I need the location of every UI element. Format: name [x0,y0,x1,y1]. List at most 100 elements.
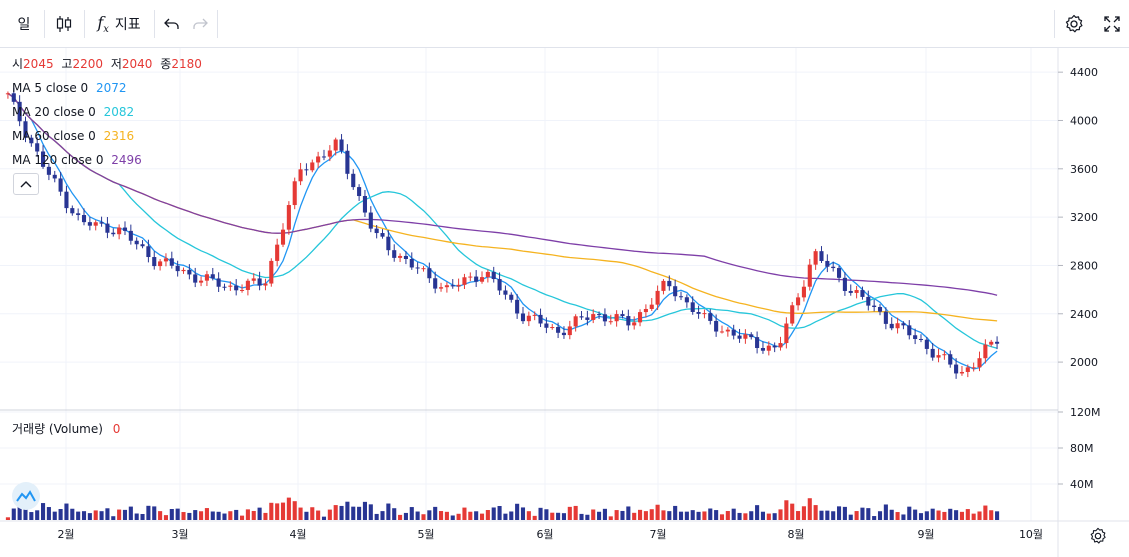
time-tick-label: 8월 [787,528,804,541]
volume-bar [76,511,81,520]
candle-body [544,323,549,328]
candle-body [450,285,455,287]
volume-bar [637,509,643,520]
candle-body [643,308,648,313]
grid-lines [0,48,1058,521]
volume-bar [790,503,795,520]
volume-bar [321,516,327,520]
candle-body [117,227,122,235]
candle-body [515,299,520,314]
volume-bar [866,508,871,520]
candle-body [462,277,467,285]
candle-body [673,286,678,297]
volume-bar [819,510,824,520]
collapse-legend-button[interactable] [13,173,39,195]
candle-body [883,311,888,324]
volume-bar [146,505,151,520]
ma60-value: 2316 [103,129,135,143]
candle-body [234,285,239,291]
ma60-legend[interactable]: MA 60 close 0 2316 [12,128,134,144]
candle-body [719,331,725,333]
fullscreen-button[interactable] [1098,8,1126,40]
volume-bar [134,513,139,520]
time-axis-settings-button[interactable] [1087,525,1109,547]
candle-body [942,354,947,356]
candle-body [678,296,684,298]
interval-button[interactable]: 일 [8,8,40,40]
volume-bar [737,512,742,520]
redo-button[interactable] [188,8,212,40]
redo-icon [193,18,208,29]
candle-body [52,174,57,179]
price-tick-label: 2000 [1070,356,1098,369]
volume-bar [140,513,145,520]
volume-bar [421,514,426,520]
ma5-value: 2072 [96,81,127,95]
volume-series [5,497,1000,520]
toolbar-divider [217,10,218,38]
toolbar-divider [84,10,85,38]
price-tick-label: 3600 [1070,163,1098,176]
volume-bar [105,508,110,520]
volume-legend[interactable]: 거래량 (Volume) 0 [12,421,120,437]
volume-bar [169,508,174,520]
indicators-button[interactable]: fx 지표 [88,8,150,40]
open-label: 시 [12,57,24,71]
settings-button[interactable] [1060,8,1088,40]
volume-bar [755,505,760,520]
volume-bar [749,511,754,520]
ma20-legend[interactable]: MA 20 close 0 2082 [12,104,134,120]
volume-bar [46,507,51,520]
candle-body [626,316,631,326]
volume-bar [807,498,812,520]
volume-bar [708,508,713,520]
candle-body [497,279,502,291]
candle-body [81,215,87,223]
candle-body [965,367,970,372]
candle-body [386,236,391,251]
open-value: 2045 [23,57,54,71]
volume-bar [193,510,198,520]
volume-bar [239,515,245,520]
candle-body [199,280,204,283]
candle-body [532,314,537,316]
candle-body [877,307,883,312]
candles-icon [56,16,72,32]
volume-bar [579,513,584,520]
candle-body [959,371,965,374]
chart-type-button[interactable] [48,8,80,40]
volume-bar [538,507,543,520]
ma5-legend[interactable]: MA 5 close 0 2072 [12,80,127,96]
volume-bar [257,507,262,520]
candle-body [889,323,894,329]
ma20-label: MA 20 close 0 [12,105,96,119]
candle-body [193,274,198,283]
candle-body [421,268,426,270]
volume-bar [784,500,789,520]
volume-bar [222,513,227,520]
high-label: 고 [61,57,73,71]
volume-bar [877,511,883,520]
candle-body [872,305,877,308]
candle-body [801,286,806,298]
volume-bar [415,511,420,520]
candle-body [333,139,338,151]
volume-bar [228,511,233,520]
price-tick-label: 3200 [1070,211,1098,224]
volume-bar [409,507,414,520]
candle-body [708,313,713,321]
ma120-legend[interactable]: MA 120 close 0 2496 [12,152,142,168]
candle-body [239,289,245,291]
low-value: 2040 [121,57,153,71]
candle-body [755,337,760,349]
candle-body [948,354,953,365]
volume-bar [959,511,965,520]
candle-body [556,327,561,333]
volume-bar [403,512,408,520]
volume-bar [585,514,590,520]
undo-button[interactable] [160,8,184,40]
volume-bar [702,511,707,520]
close-value: 2180 [171,57,202,71]
volume-bar [567,506,572,520]
